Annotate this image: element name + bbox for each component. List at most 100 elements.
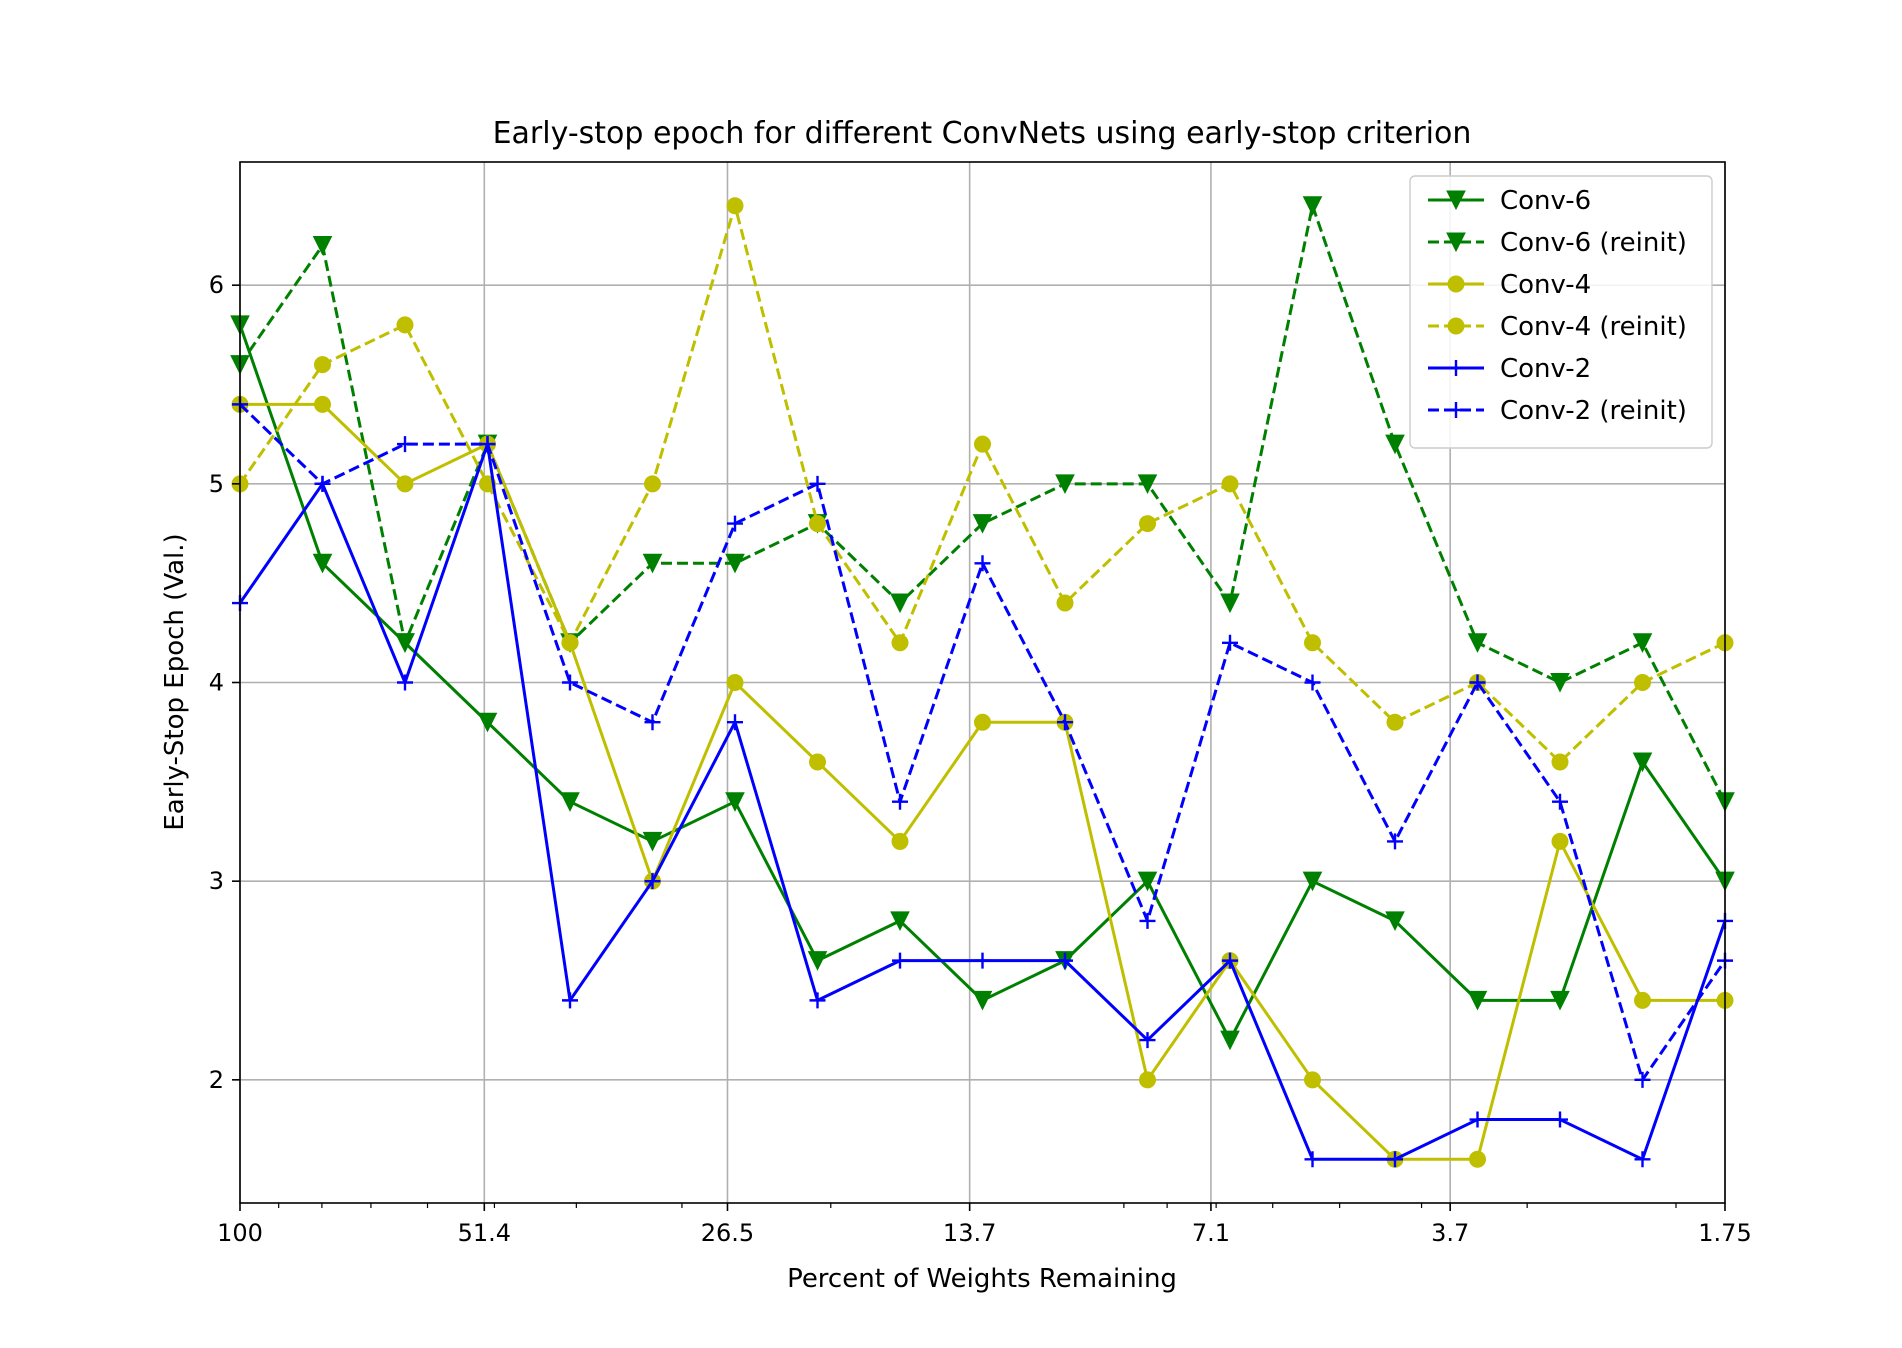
y-tick-label: 3 [209, 867, 224, 895]
legend: Conv-6 Conv-6 (reinit) Conv-4 Conv-4 (reini… [1409, 175, 1713, 449]
data-point [314, 356, 331, 374]
data-point [1139, 1071, 1156, 1089]
data-point [1387, 833, 1403, 850]
data-point [892, 793, 908, 810]
data-point [809, 992, 826, 1009]
x-tick-label: 26.5 [701, 1219, 754, 1247]
legend-label: Conv-4 [1500, 270, 1591, 300]
data-point [1304, 1151, 1321, 1168]
data-point [1222, 634, 1238, 651]
chart-title: Early-stop epoch for different ConvNets … [493, 116, 1472, 151]
y-tick-label: 6 [209, 271, 224, 299]
data-point [726, 197, 744, 215]
x-tick-label: 7.1 [1192, 1219, 1230, 1247]
legend-marker [1448, 360, 1464, 376]
x-tick-label: 100 [217, 1219, 263, 1247]
legend-item: Conv-2 [1428, 354, 1591, 384]
data-point [1302, 196, 1323, 216]
data-point [727, 515, 743, 532]
x-tick-label: 13.7 [943, 1219, 996, 1247]
data-point [560, 792, 580, 812]
legend-item: Conv-4 [1428, 270, 1591, 300]
data-point [809, 753, 826, 771]
data-point [1550, 673, 1570, 693]
data-point [1220, 1030, 1240, 1051]
data-point [314, 475, 331, 492]
data-point [1634, 1151, 1651, 1168]
legend-marker [1447, 275, 1465, 293]
data-point [1469, 1111, 1486, 1128]
data-point [397, 436, 413, 453]
data-point [974, 713, 991, 731]
data-point [1386, 713, 1404, 731]
data-point [642, 553, 663, 574]
data-point [1304, 634, 1321, 652]
y-tick-label: 4 [209, 669, 224, 697]
data-point [312, 235, 333, 256]
data-point [725, 792, 745, 812]
data-point [397, 674, 413, 691]
legend-label: Conv-6 [1500, 186, 1591, 216]
minor-ticks [278, 1203, 1677, 1208]
data-point [1467, 990, 1488, 1011]
data-point [972, 514, 993, 534]
data-point [1552, 1111, 1568, 1128]
data-point [807, 951, 828, 971]
data-point [1139, 1032, 1156, 1049]
data-point [562, 674, 578, 691]
data-point [809, 515, 826, 533]
data-point [890, 593, 910, 614]
data-point [972, 990, 993, 1011]
data-point [312, 553, 333, 574]
data-point [477, 712, 498, 733]
data-point [1056, 594, 1074, 612]
legend-marker [1446, 190, 1466, 211]
data-point [479, 436, 496, 453]
legend-label: Conv-6 (reinit) [1500, 228, 1687, 258]
y-tick-label: 2 [209, 1066, 224, 1094]
legend-item: Conv-6 [1428, 186, 1591, 216]
data-point [1387, 1151, 1403, 1168]
data-point [1632, 633, 1653, 653]
legend-marker [1448, 402, 1464, 418]
data-point [642, 831, 663, 852]
data-point [1632, 752, 1653, 773]
data-point [1551, 832, 1569, 850]
legend-marker [1446, 232, 1466, 253]
data-point [314, 395, 331, 413]
legend-item: Conv-6 (reinit) [1428, 228, 1687, 258]
data-point [644, 714, 661, 731]
data-point [396, 475, 414, 493]
x-tick-label: 3.7 [1431, 1219, 1469, 1247]
x-tick-label: 1.75 [1698, 1219, 1751, 1247]
data-point [1385, 434, 1405, 455]
data-point [725, 553, 745, 574]
data-point [1467, 633, 1488, 653]
data-point [1469, 1150, 1486, 1168]
data-point [1552, 793, 1568, 810]
data-point [891, 832, 909, 850]
data-point [1634, 991, 1651, 1009]
legend-item: Conv-4 (reinit) [1428, 312, 1687, 342]
data-point [1137, 474, 1158, 494]
legend-box [1409, 175, 1713, 449]
series-layer [230, 196, 1735, 1168]
data-point [1222, 952, 1238, 969]
axis-ticks: 100 51.4 26.5 13.7 7.1 3.7 1.75 2 3 4 5 6 [209, 271, 1752, 1247]
data-point [396, 316, 414, 334]
data-point [644, 475, 661, 493]
data-point [727, 714, 743, 731]
data-point [1137, 871, 1158, 892]
data-point [644, 873, 661, 890]
data-point [974, 555, 991, 572]
x-axis-label: Percent of Weights Remaining [787, 1264, 1177, 1294]
series-conv-2-reinit [232, 396, 1733, 1088]
legend-label: Conv-4 (reinit) [1500, 312, 1687, 342]
data-point [1220, 593, 1240, 614]
data-point [1139, 912, 1156, 929]
data-point [974, 952, 991, 969]
data-point [1304, 674, 1321, 691]
legend-label: Conv-2 (reinit) [1500, 396, 1687, 426]
data-point [890, 911, 910, 932]
